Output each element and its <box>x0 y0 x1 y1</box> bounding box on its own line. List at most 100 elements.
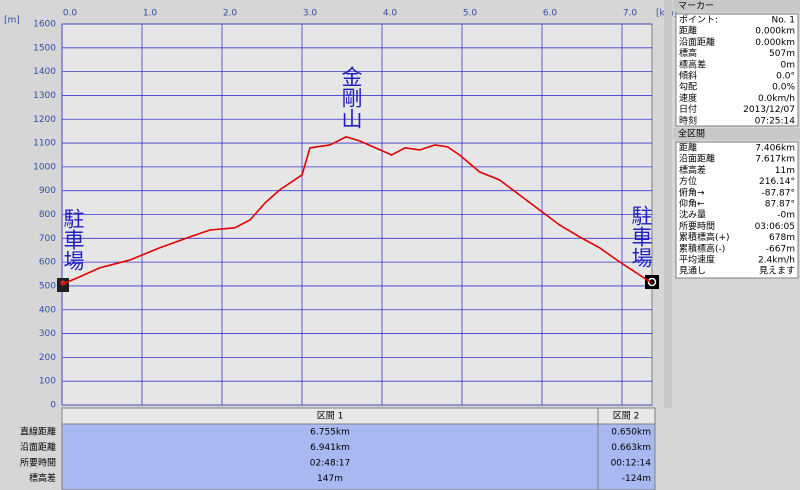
panel-label: 標高差 <box>679 58 706 70</box>
panel-label: 累積標高(+) <box>679 231 730 243</box>
row-label: 直線距離 <box>20 426 56 438</box>
panel-value: 87.87° <box>765 200 795 210</box>
cell-value: 0.650km <box>611 428 651 438</box>
x-tick-label: 4.0 <box>383 9 398 19</box>
panel-value: -87.87° <box>761 188 795 198</box>
panel-value: 7.617km <box>755 155 795 165</box>
panel-label: 日付 <box>679 104 697 115</box>
panel-value: 678m <box>769 233 795 243</box>
panel-label: 時刻 <box>679 114 697 126</box>
panel-label: 傾斜 <box>679 70 697 82</box>
panel-header <box>673 0 800 12</box>
y-tick-label: 500 <box>39 281 56 291</box>
panel-value: 0.0% <box>772 83 795 93</box>
panel-value: 07:25:14 <box>755 116 796 126</box>
panel <box>675 141 799 279</box>
panel-value: 見えます <box>759 266 795 277</box>
y-tick-label: 300 <box>39 329 56 339</box>
cell-value: 147m <box>317 474 343 484</box>
y-tick-label: 1200 <box>33 115 56 125</box>
cell-value: 02:48:17 <box>310 459 350 469</box>
panel-value: 507m <box>769 49 795 59</box>
panel-value: 216.14° <box>759 177 795 187</box>
row-label: 沿面距離 <box>20 441 56 453</box>
panel-label: 沿面距離 <box>679 36 715 48</box>
panel-label: 平均速度 <box>679 254 715 266</box>
table-body <box>597 423 656 490</box>
panel-value: 03:06:05 <box>755 222 795 232</box>
row-label: 所要時間 <box>20 458 56 469</box>
x-tick-label: 7.0 <box>623 9 638 19</box>
annotation: 金剛山 <box>339 66 363 129</box>
y-tick-label: 600 <box>39 258 56 268</box>
row-label: 標高差 <box>29 472 56 484</box>
cell-value: -124m <box>622 474 651 484</box>
panel-label: 俯角→ <box>679 186 705 198</box>
panel-label: 仰角← <box>679 198 705 210</box>
panel-value: No. 1 <box>771 16 795 26</box>
panel-value: -0m <box>777 211 795 221</box>
panel-label: 沈み量 <box>679 209 706 221</box>
table-body <box>61 423 599 490</box>
panel-label: 沿面距離 <box>679 153 715 165</box>
y-tick-label: 200 <box>39 353 56 363</box>
panel-label: 方位 <box>679 175 697 187</box>
cell-value: 0.663km <box>611 443 651 453</box>
panel <box>675 13 799 127</box>
x-tick-label: 2.0 <box>223 9 238 19</box>
y-tick-label: 1300 <box>33 91 56 101</box>
panel-value: 2.4km/h <box>758 256 795 266</box>
y-tick-label: 800 <box>39 210 56 220</box>
panel-title: 全区間 <box>678 128 705 140</box>
panel-label: 距離 <box>679 142 697 154</box>
x-tick-label: 5.0 <box>463 9 478 19</box>
y-tick-label: 1500 <box>33 43 56 53</box>
panel-title: マーカー <box>678 1 714 12</box>
y-tick-label: 1000 <box>33 162 56 172</box>
panel-value: 0.0° <box>776 72 795 82</box>
elevation-line <box>61 136 653 286</box>
x-tick-label: 0.0 <box>63 9 78 19</box>
annotation: 駐車場 <box>629 205 653 268</box>
grid <box>61 23 652 406</box>
y-tick-label: 400 <box>39 305 56 315</box>
cell-value: 6.755km <box>310 428 350 438</box>
y-tick-label: 1100 <box>33 139 56 149</box>
panel-label: 標高 <box>679 47 697 59</box>
y-tick-label: 1400 <box>33 67 56 77</box>
panel-label: 見通し <box>679 266 706 277</box>
panel-value: 7.406km <box>755 144 795 154</box>
scrollbar <box>664 0 672 408</box>
panel-label: ポイント: <box>679 15 718 26</box>
cell-value: 00:12:14 <box>611 459 652 469</box>
panel-label: 速度 <box>679 92 697 104</box>
y-tick-label: 900 <box>39 186 56 196</box>
panel-value: 0.000km <box>755 27 795 37</box>
panel-label: 距離 <box>679 25 697 37</box>
panel-label: 累積標高(-) <box>679 242 725 254</box>
segment-header: 区間 1 <box>317 411 344 422</box>
y-axis-label: [m] <box>4 16 20 26</box>
x-tick-label: 3.0 <box>303 9 318 19</box>
segment-header: 区間 2 <box>613 411 640 422</box>
y-tick-label: 100 <box>39 377 56 387</box>
panel-label: 勾配 <box>679 81 697 93</box>
panel-value: 0m <box>781 60 796 70</box>
panel-value: 0.0km/h <box>758 94 795 104</box>
y-tick-label: 0 <box>50 401 56 411</box>
panel-value: 11m <box>775 166 795 176</box>
end-icon <box>645 275 659 289</box>
panel-label: 所要時間 <box>679 221 715 232</box>
x-tick-label: 1.0 <box>143 9 158 19</box>
annotation: 駐車場 <box>61 208 85 271</box>
panel-header <box>673 128 800 140</box>
end-icon-ring <box>647 277 657 287</box>
cell-value: 6.941km <box>310 443 350 453</box>
panel-value: 2013/12/07 <box>743 105 795 115</box>
panel-value: 0.000km <box>755 38 795 48</box>
x-tick-label: 6.0 <box>543 9 558 19</box>
y-tick-label: 1600 <box>33 20 56 30</box>
y-tick-label: 700 <box>39 234 56 244</box>
